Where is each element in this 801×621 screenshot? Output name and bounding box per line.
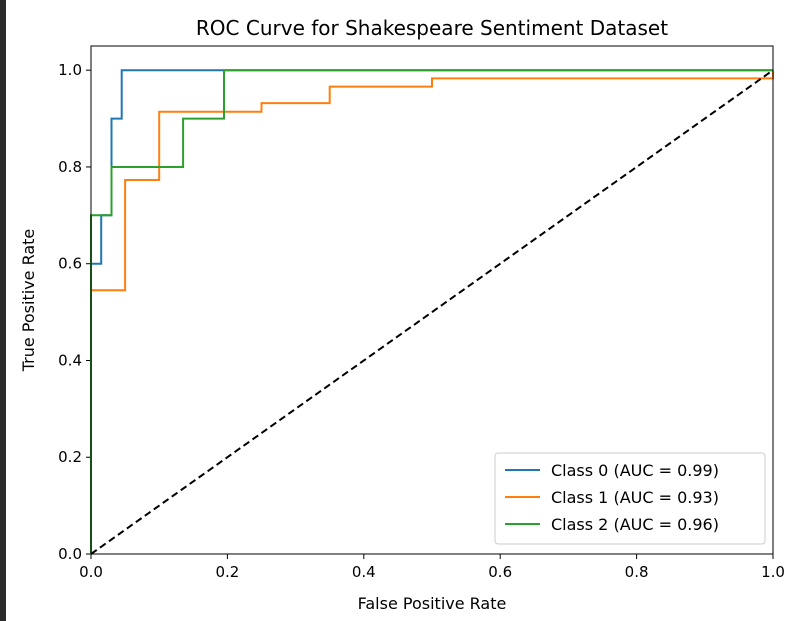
y-axis-label: True Positive Rate [19,229,38,373]
roc-chart: ROC Curve for Shakespeare Sentiment Data… [19,16,785,613]
series-lines-group [90,69,774,555]
x-tick-label: 0.0 [79,563,103,581]
plot-frame [90,45,774,555]
legend-box [494,452,766,545]
legend: Class 0 (AUC = 0.99) Class 1 (AUC = 0.93)… [494,452,766,545]
diagonal-reference-line [90,69,774,555]
y-tick-label: 0.8 [58,158,82,176]
y-tick-label: 0.6 [58,255,82,273]
chart-title: ROC Curve for Shakespeare Sentiment Data… [196,16,668,40]
y-tick-label: 1.0 [58,61,82,79]
legend-entry-label: Class 0 (AUC = 0.99) [551,461,719,480]
roc-line-series-2 [90,69,773,554]
chart-figure: ROC Curve for Shakespeare Sentiment Data… [6,0,801,621]
x-tick-label: 0.4 [352,563,376,581]
y-tick-label: 0.0 [58,545,82,563]
x-tick-label: 1.0 [761,563,785,581]
roc-line-series-1 [90,70,774,554]
y-tick-label: 0.4 [58,351,82,369]
ticks-group: 0.0 0.2 0.4 0.6 0.8 1.0 0.0 0.2 0.4 0.6 0.8 1.0 [58,61,785,581]
x-tick-label: 0.8 [625,563,649,581]
legend-entry-label: Class 1 (AUC = 0.93) [551,488,719,507]
x-axis-label: False Positive Rate [358,594,507,613]
y-tick-label: 0.2 [58,448,82,466]
x-tick-label: 0.6 [488,563,512,581]
legend-entry-label: Class 2 (AUC = 0.96) [551,515,719,534]
x-tick-label: 0.2 [215,563,239,581]
